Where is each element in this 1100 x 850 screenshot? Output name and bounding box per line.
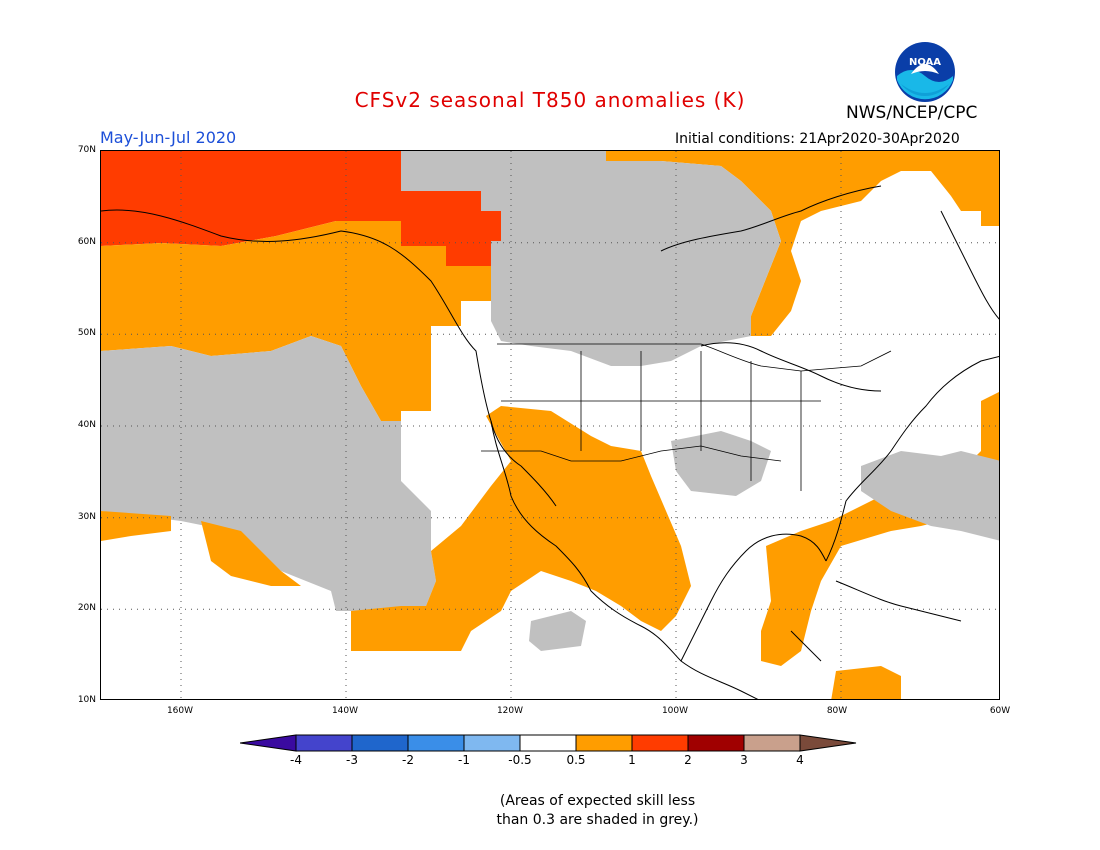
lon-label: 160W bbox=[166, 706, 194, 716]
low-skill-region bbox=[861, 451, 999, 541]
colorbar-tick-label: 0.5 bbox=[566, 753, 586, 767]
anomaly-region-orange bbox=[201, 521, 301, 586]
colorbar-tick-label: -3 bbox=[346, 753, 358, 767]
colorbar-segment bbox=[351, 734, 409, 752]
colorbar-tick-label: 3 bbox=[740, 753, 748, 767]
noaa-logo-text: NOAA bbox=[909, 57, 941, 68]
colorbar bbox=[240, 734, 857, 752]
anomaly-region-orange bbox=[101, 511, 171, 541]
lon-label: 100W bbox=[661, 706, 689, 716]
coastlines bbox=[101, 185, 999, 699]
political-borders bbox=[481, 343, 892, 491]
colorbar-segment bbox=[463, 734, 521, 752]
anomaly-region-orange bbox=[606, 151, 999, 336]
low-skill-region bbox=[101, 336, 436, 611]
chart-title: CFSv2 seasonal T850 anomalies (K) bbox=[354, 88, 746, 112]
colorbar-segment bbox=[407, 734, 465, 752]
low-skill-region bbox=[671, 431, 771, 496]
colorbar-tick-label: 1 bbox=[628, 753, 636, 767]
skill-note-line: (Areas of expected skill less bbox=[499, 793, 696, 809]
skill-note: (Areas of expected skill less than 0.3 a… bbox=[0, 792, 1100, 830]
colorbar-segment bbox=[575, 734, 633, 752]
anomaly-region-orange bbox=[101, 221, 491, 421]
lat-label: 20N bbox=[77, 603, 96, 613]
anomaly-map-svg bbox=[101, 151, 999, 699]
colorbar-cap-high bbox=[799, 734, 857, 752]
lat-label: 50N bbox=[77, 328, 96, 338]
anomaly-region-orange bbox=[351, 406, 691, 651]
colorbar-segment bbox=[519, 734, 577, 752]
season-period: May-Jun-Jul 2020 bbox=[100, 128, 237, 147]
lat-label: 60N bbox=[77, 237, 96, 247]
noaa-logo: NOAA bbox=[895, 42, 955, 102]
colorbar-tick-label: -1 bbox=[458, 753, 470, 767]
low-skill-region bbox=[401, 151, 781, 366]
lat-label: 70N bbox=[77, 145, 96, 155]
anomaly-map bbox=[100, 150, 1000, 700]
agency-label: NWS/NCEP/CPC bbox=[846, 103, 978, 123]
colorbar-tick-label: 2 bbox=[684, 753, 692, 767]
lon-label: 120W bbox=[496, 706, 524, 716]
colorbar-tick-label: -4 bbox=[290, 753, 302, 767]
colorbar-segment bbox=[295, 734, 353, 752]
colorbar-tick-label: 4 bbox=[796, 753, 804, 767]
colorbar-segment bbox=[687, 734, 745, 752]
lon-label: 60W bbox=[989, 706, 1011, 716]
colorbar-segments bbox=[240, 734, 857, 752]
colorbar-segment bbox=[743, 734, 801, 752]
lon-label: 140W bbox=[331, 706, 359, 716]
anomaly-region-orange bbox=[761, 392, 999, 666]
anomaly-region-orange bbox=[831, 666, 901, 699]
colorbar-tick-label: -2 bbox=[402, 753, 414, 767]
colorbar-cap-low bbox=[240, 734, 297, 752]
colorbar-segment bbox=[631, 734, 689, 752]
lon-label: 80W bbox=[826, 706, 848, 716]
colorbar-tick-label: -0.5 bbox=[508, 753, 532, 767]
grid-lines bbox=[101, 151, 999, 699]
lat-label: 40N bbox=[77, 420, 96, 430]
low-skill-region bbox=[529, 611, 586, 651]
lat-label: 30N bbox=[77, 512, 96, 522]
lat-label: 10N bbox=[77, 695, 96, 705]
initial-conditions: Initial conditions: 21Apr2020-30Apr2020 bbox=[675, 131, 960, 147]
skill-note-line: than 0.3 are shaded in grey.) bbox=[496, 812, 699, 828]
